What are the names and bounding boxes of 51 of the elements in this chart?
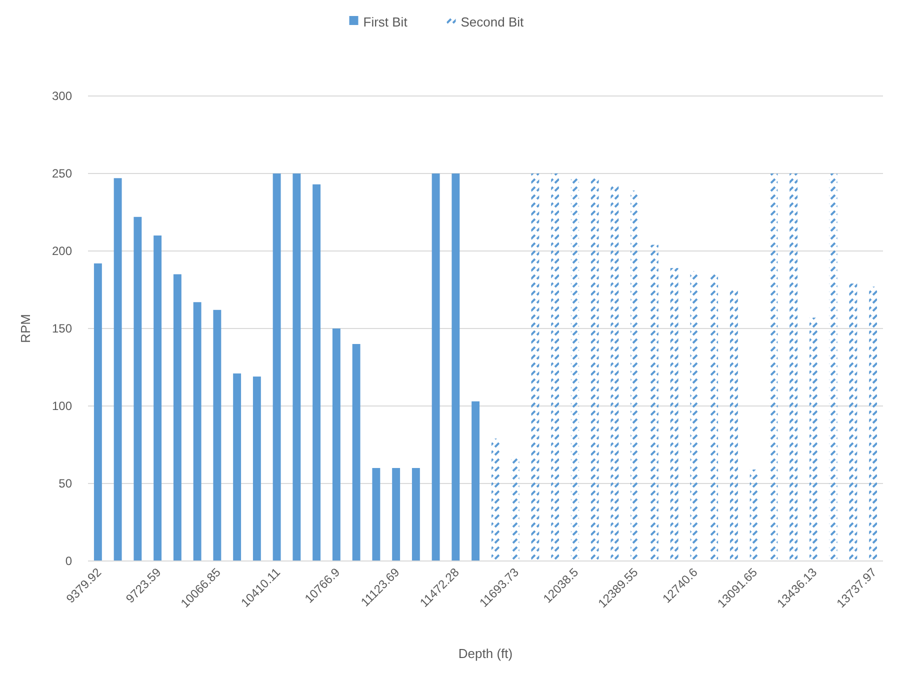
bar (114, 178, 122, 561)
legend-label: First Bit (363, 14, 408, 30)
bar (650, 244, 658, 561)
bar (392, 468, 400, 561)
y-tick-label: 100 (52, 399, 72, 414)
bar (770, 174, 778, 561)
bar (173, 274, 182, 561)
bar (154, 236, 162, 561)
bar (690, 271, 698, 561)
bar (491, 438, 500, 561)
bar (610, 184, 619, 561)
bar (432, 174, 440, 561)
bar (590, 178, 599, 561)
bar (252, 376, 261, 561)
bar (94, 263, 102, 561)
bar (272, 174, 281, 561)
bar (372, 468, 380, 561)
y-tick-label: 50 (58, 476, 72, 491)
x-axis-title: Depth (ft) (458, 646, 513, 661)
bar (412, 468, 420, 561)
y-tick-label: 200 (52, 244, 72, 258)
bar (452, 174, 460, 561)
bar (829, 174, 838, 561)
bar (670, 268, 678, 561)
bar (790, 174, 798, 561)
bar (312, 184, 321, 561)
bar (134, 216, 142, 561)
bar (710, 274, 718, 561)
bar (750, 470, 758, 561)
bar (193, 302, 202, 561)
bar (630, 190, 639, 561)
bar (352, 344, 360, 561)
bar (332, 328, 340, 561)
bar (292, 174, 301, 561)
bar (809, 318, 818, 561)
bar (730, 288, 738, 561)
bar (869, 286, 878, 561)
y-tick-label: 300 (52, 89, 72, 104)
legend-label: Second Bit (460, 14, 524, 30)
bar (849, 284, 858, 561)
y-tick-label: 250 (52, 166, 72, 181)
y-axis-title: RPM (18, 314, 33, 343)
bar (551, 174, 560, 561)
bar (233, 373, 242, 561)
y-tick-label: 150 (52, 322, 72, 336)
bar (531, 174, 540, 561)
y-tick-label: 0 (65, 554, 72, 568)
bar (570, 178, 579, 561)
bar (213, 310, 222, 561)
bar (472, 401, 480, 561)
bar (511, 456, 520, 561)
